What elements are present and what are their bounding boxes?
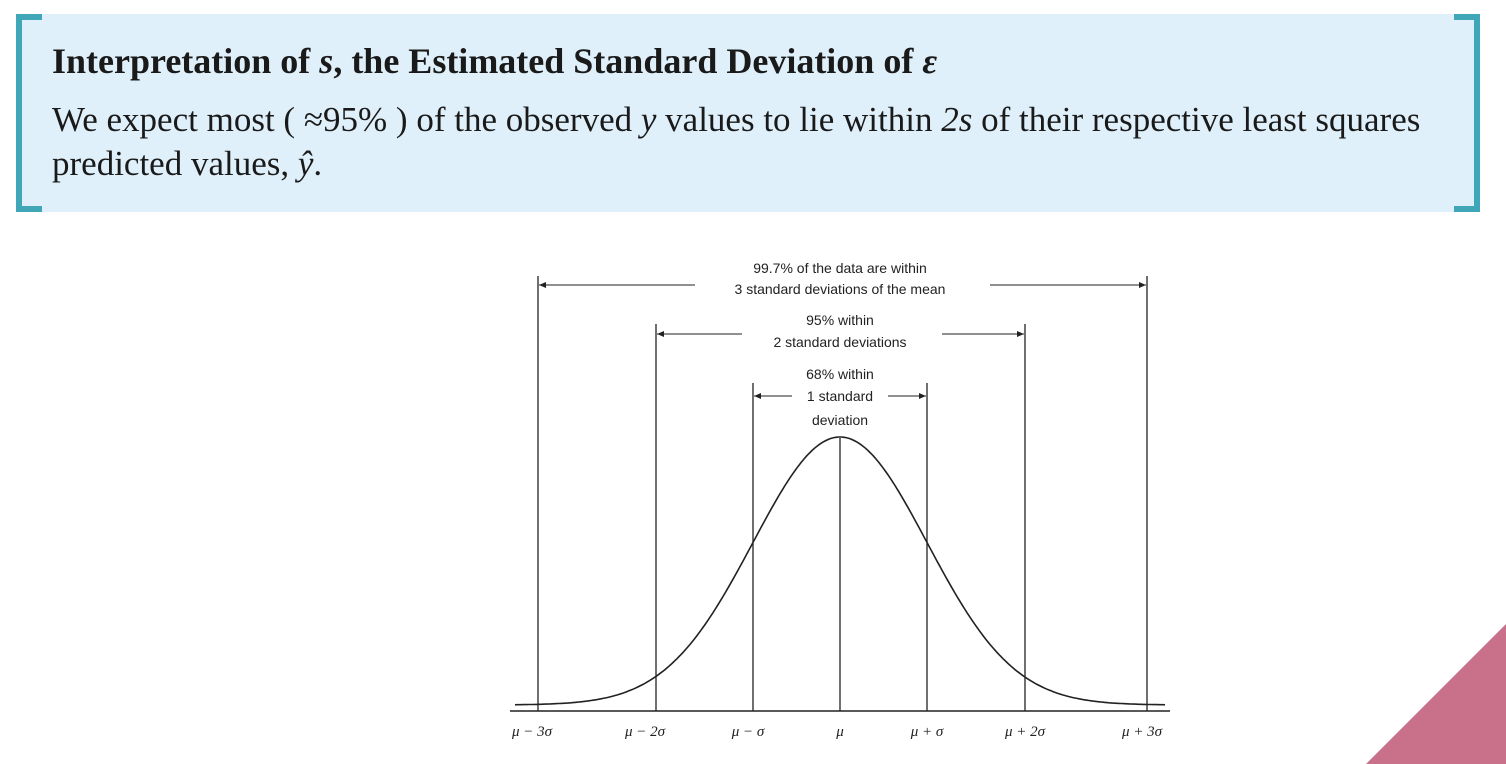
tick-mu-minus-3sigma: μ − 3σ bbox=[511, 724, 553, 740]
label-99-7-line1: 99.7% of the data are within bbox=[753, 260, 927, 276]
tick-mu: μ bbox=[835, 724, 844, 740]
tick-mu-plus-3sigma: μ + 3σ bbox=[1121, 724, 1163, 740]
tick-mu-plus-sigma: μ + σ bbox=[910, 724, 944, 740]
callout-right-bracket bbox=[1454, 14, 1480, 212]
label-68-line1: 68% within bbox=[806, 366, 874, 382]
label-68-line3: deviation bbox=[812, 412, 868, 428]
normal-distribution-diagram: 99.7% of the data are within 3 standard … bbox=[480, 250, 1200, 750]
callout-left-bracket bbox=[16, 14, 42, 212]
callout-title: Interpretation of s, the Estimated Stand… bbox=[52, 40, 937, 82]
label-99-7-line2: 3 standard deviations of the mean bbox=[735, 281, 946, 297]
label-95-line1: 95% within bbox=[806, 312, 874, 328]
label-95-line2: 2 standard deviations bbox=[773, 334, 906, 350]
tick-mu-minus-2sigma: μ − 2σ bbox=[624, 724, 666, 740]
callout-body: We expect most ( ≈95% ) of the observed … bbox=[52, 98, 1457, 186]
label-68-line2: 1 standard bbox=[807, 388, 873, 404]
tick-mu-plus-2sigma: μ + 2σ bbox=[1004, 724, 1046, 740]
tick-mu-minus-sigma: μ − σ bbox=[731, 724, 765, 740]
corner-accent bbox=[1366, 624, 1506, 764]
